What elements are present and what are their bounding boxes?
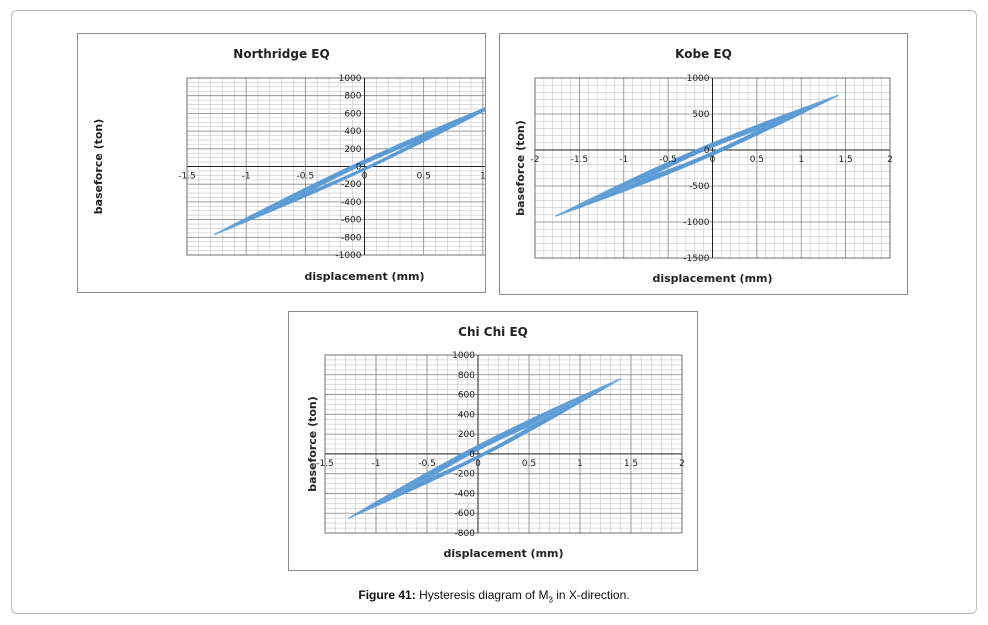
x-tick-label: 1 — [798, 155, 804, 165]
x-tick-label: -1.5 — [571, 155, 589, 165]
y-tick-label: -800 — [341, 233, 362, 243]
loop-cycle — [422, 421, 539, 482]
y-axis-title: baseforce (ton) — [306, 396, 319, 492]
caption-subscript: 3 — [548, 595, 553, 605]
y-tick-label: 1000 — [339, 74, 362, 84]
y-tick-label: 200 — [344, 145, 361, 155]
y-tick-label: -200 — [341, 180, 362, 190]
loop-cycle — [213, 107, 485, 236]
y-tick-label: 400 — [458, 410, 475, 420]
y-tick-label: -400 — [341, 198, 362, 208]
x-tick-label: 2 — [679, 459, 685, 469]
x-tick-label: 1.5 — [624, 459, 638, 469]
y-tick-label: -200 — [455, 470, 476, 480]
x-tick-label: -1 — [619, 155, 628, 165]
x-tick-label: -2 — [531, 155, 540, 165]
y-tick-label: -1000 — [335, 251, 361, 261]
chart-title: Kobe EQ — [675, 47, 732, 61]
chart-kobe: -1500 -1000 -500 0 500 1000 -2 -1.5 -1 -0.5 0 0.5 1 1… — [514, 47, 893, 285]
chart-title: Northridge EQ — [233, 47, 329, 61]
x-axis-title: displacement (mm) — [304, 270, 424, 283]
x-tick-label: -0.5 — [418, 459, 436, 469]
y-tick-label: -400 — [455, 489, 476, 499]
series-hysteresis — [348, 378, 622, 519]
x-tick-label: -1 — [372, 459, 381, 469]
caption-text: Hysteresis diagram of M — [419, 588, 549, 602]
y-tick-label: 0 — [469, 450, 475, 460]
x-tick-label: -0.5 — [659, 155, 677, 165]
caption-label: Figure 41: — [358, 588, 416, 602]
y-axis-title: baseforce (ton) — [92, 119, 105, 215]
series-hysteresis — [555, 94, 839, 217]
y-tick-label: 0 — [704, 146, 710, 156]
y-tick-label: 1000 — [452, 351, 475, 361]
x-axis-title: displacement (mm) — [652, 272, 772, 285]
y-tick-label: -600 — [455, 509, 476, 519]
x-tick-label: -1.5 — [178, 172, 196, 182]
y-tick-label: 500 — [692, 110, 709, 120]
y-tick-label: -500 — [689, 182, 710, 192]
y-tick-label: 800 — [458, 371, 475, 381]
x-tick-label: 0 — [475, 459, 481, 469]
y-axis-title: baseforce (ton) — [514, 120, 527, 216]
loop-cycle — [555, 94, 839, 217]
chart-panel-chichi: -800 -600 -400 -200 0 200 400 600 800 1000 -1.5 -1-… — [288, 311, 698, 571]
x-tick-label: -1.5 — [316, 459, 334, 469]
y-tick-label: 600 — [344, 109, 361, 119]
x-tick-label: 1 — [577, 459, 583, 469]
y-tick-label: -600 — [341, 216, 362, 226]
y-tick-label: 800 — [344, 92, 361, 102]
chart-title: Chi Chi EQ — [458, 325, 528, 339]
chart-northridge: -1000-800-600-400-20002004006008001000-1… — [92, 47, 485, 283]
y-tick-label: 200 — [458, 430, 475, 440]
y-tick-label: 0 — [356, 163, 362, 173]
y-tick-label: 1000 — [687, 74, 710, 84]
chart-panel-northridge: -1000 -800 -600 -400 -200 0 200 400 600 800 1000 -1… — [77, 33, 486, 293]
x-tick-label: 2 — [887, 155, 893, 165]
y-tick-label: -1500 — [683, 254, 709, 264]
chart-panel-kobe: -1500 -1000 -500 0 500 1000 -2 -1.5 -1 -0.5 0 0.5 1 1… — [499, 33, 908, 295]
series-hysteresis — [213, 107, 485, 236]
x-tick-label: -0.5 — [297, 172, 315, 182]
y-tick-label: 400 — [344, 127, 361, 137]
figure-caption: Figure 41: Hysteresis diagram of M3 in X… — [0, 588, 988, 604]
x-axis-title: displacement (mm) — [443, 547, 563, 560]
y-tick-label: -800 — [455, 529, 476, 539]
x-tick-label: -1 — [242, 172, 251, 182]
loop-cycle — [348, 378, 622, 519]
x-tick-label: 0.5 — [417, 172, 431, 182]
x-tick-label: 1.5 — [838, 155, 852, 165]
plot-area — [324, 354, 683, 534]
x-tick-label: 0 — [362, 172, 368, 182]
caption-text-end: in X-direction. — [552, 588, 630, 602]
x-tick-label: 0 — [710, 155, 716, 165]
x-tick-label: 1 — [480, 172, 485, 182]
y-tick-label: 600 — [458, 391, 475, 401]
x-tick-label: 0.5 — [750, 155, 764, 165]
x-tick-label: 0.5 — [522, 459, 536, 469]
y-tick-label: -1000 — [683, 218, 709, 228]
